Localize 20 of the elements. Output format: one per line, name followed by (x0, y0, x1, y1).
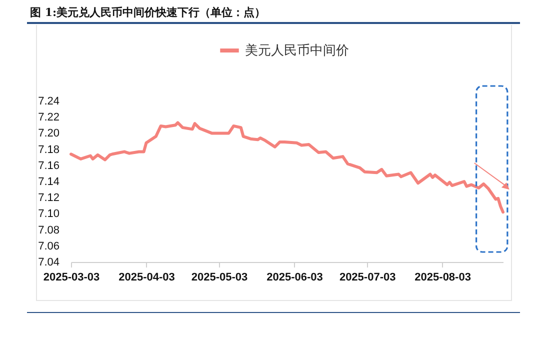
x-tick-label: 2025-08-03 (414, 272, 471, 284)
y-tick-label: 7.20 (38, 128, 60, 140)
line-series (70, 121, 504, 214)
x-tick-label: 2025-03-03 (43, 272, 100, 284)
x-tick-label: 2025-05-03 (191, 272, 248, 284)
chart-title: 图 1:美元兑人民币中间价快速下行（单位：点） (30, 5, 266, 20)
y-tick-label: 7.04 (38, 256, 60, 268)
y-tick-label: 7.06 (38, 240, 60, 252)
y-tick-label: 7.10 (38, 208, 60, 220)
x-tick-label: 2025-04-03 (118, 272, 175, 284)
x-tick-label: 2025-06-03 (266, 272, 323, 284)
y-tick-label: 7.24 (38, 96, 60, 108)
y-tick-label: 7.12 (38, 192, 60, 204)
y-tick-label: 7.22 (38, 112, 60, 124)
y-tick-label: 7.16 (38, 160, 60, 172)
y-tick-label: 7.14 (38, 176, 60, 188)
x-tick-label: 2025-07-03 (339, 272, 396, 284)
y-tick-label: 7.18 (38, 144, 60, 156)
y-tick-label: 7.08 (38, 224, 60, 236)
legend-label: 美元人民币中间价 (245, 42, 349, 58)
